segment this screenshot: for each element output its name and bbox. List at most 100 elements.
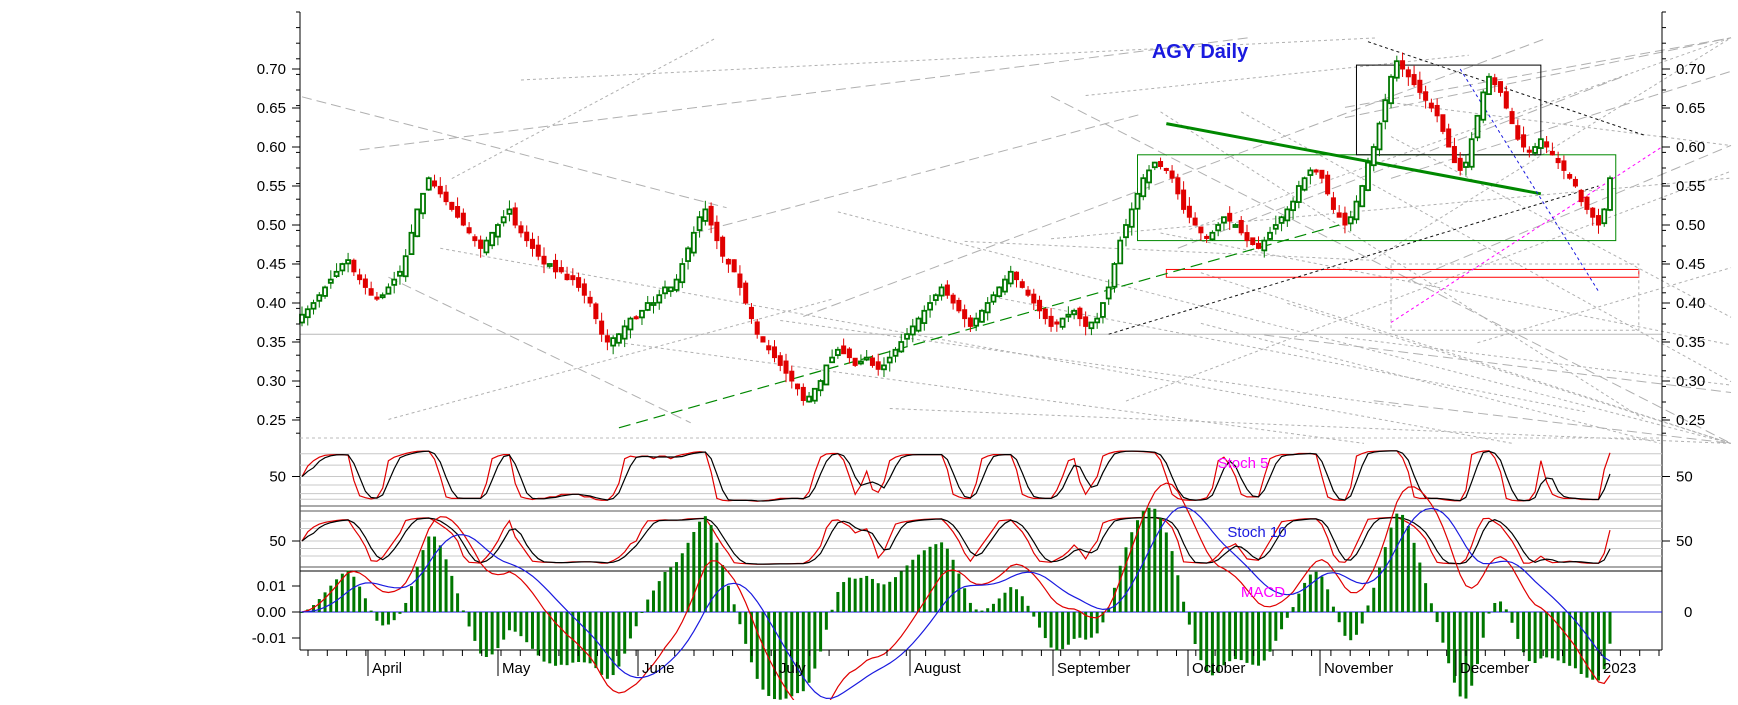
macd-histogram-bar [853, 578, 857, 612]
macd-histogram-bar [1354, 612, 1358, 635]
macd-histogram-bar [404, 602, 408, 612]
macd-histogram-bar [1510, 612, 1514, 623]
macd-histogram-bar [847, 577, 851, 612]
candle-body [1411, 74, 1417, 86]
candle-body [1509, 111, 1515, 125]
macd-histogram-bar [1251, 612, 1255, 665]
candle-body [962, 309, 968, 320]
candle-body [1013, 271, 1020, 281]
candle-body [1359, 185, 1366, 208]
macd-histogram-bar [398, 612, 402, 614]
fan-line [837, 211, 1732, 444]
candle-body [990, 294, 997, 303]
candle-body [1370, 146, 1377, 167]
macd-histogram-bar [1164, 532, 1168, 612]
macd-histogram-bar [444, 559, 448, 612]
candle-body [708, 205, 714, 226]
candle-body [570, 275, 576, 281]
fan-line [520, 37, 1378, 81]
price-tick-label-left: 0.45 [257, 256, 286, 273]
candle-body [1405, 69, 1411, 78]
price-tick-label-left: 0.35 [257, 334, 286, 351]
macd-histogram-bar [409, 586, 413, 612]
fan-line [964, 240, 1374, 261]
macd-histogram-bar [507, 612, 511, 631]
macd-histogram-bar [628, 612, 632, 639]
candle-body [996, 286, 1003, 298]
candle-body [1342, 212, 1348, 226]
candle-body [1400, 60, 1406, 70]
macd-histogram-bar [1222, 612, 1226, 666]
candle-body [1117, 239, 1124, 265]
candle-body [702, 208, 709, 222]
candle-body [1440, 114, 1446, 132]
candle-body [1232, 224, 1239, 228]
candle-body [1480, 91, 1487, 121]
macd-tick-label: 0.00 [257, 604, 286, 621]
macd-histogram-bar [819, 612, 823, 652]
macd-histogram-bar [1210, 612, 1214, 676]
macd-histogram-bar [1314, 571, 1318, 612]
macd-histogram-bar [778, 612, 782, 700]
candle-body [1521, 134, 1527, 148]
candle-body [368, 288, 374, 296]
macd-histogram-bar [1562, 612, 1566, 664]
candle-body [690, 231, 697, 254]
stoch-tick-right: 50 [1676, 469, 1693, 486]
candle-body [662, 286, 668, 295]
macd-histogram-bar [888, 581, 892, 612]
candle-body [443, 191, 449, 203]
macd-histogram-bar [1274, 612, 1278, 641]
macd-histogram-bar [1539, 612, 1543, 659]
stoch5-label: Stoch 5 [1218, 455, 1269, 472]
macd-histogram-bar [542, 612, 546, 662]
macd-histogram-bar [323, 592, 327, 612]
candle-body [466, 227, 472, 234]
candle-body [1595, 215, 1601, 226]
candle-body [795, 383, 801, 390]
price-tick-label-right: 0.70 [1676, 61, 1705, 78]
macd-histogram-bar [657, 581, 661, 612]
macd-histogram-bar [565, 612, 569, 666]
candle-body [771, 346, 778, 359]
macd-histogram-bar [651, 590, 655, 612]
candle-body [1105, 286, 1112, 300]
macd-histogram-bar [1337, 612, 1341, 623]
macd-histogram-bar [1015, 589, 1019, 612]
candle-body [1463, 161, 1469, 168]
price-tick-label-right: 0.40 [1676, 295, 1705, 312]
macd-histogram-bar [1130, 532, 1134, 612]
candle-body [1054, 321, 1060, 325]
candle-body [938, 286, 945, 297]
candle-body [518, 225, 524, 234]
candle-body [385, 286, 392, 295]
macd-histogram-bar [467, 612, 471, 627]
fan-line [1200, 272, 1732, 444]
candle-body [927, 302, 933, 311]
macd-histogram-bar [1055, 612, 1059, 651]
fan-line [1264, 334, 1732, 393]
macd-histogram-bar [796, 612, 800, 694]
macd-tick-label: -0.01 [252, 630, 286, 647]
month-label: July [779, 660, 806, 677]
macd-histogram-bar [646, 599, 650, 612]
candle-body [1336, 212, 1342, 218]
macd-histogram-bar [640, 612, 644, 613]
candle-body [984, 302, 991, 314]
candle-body [1025, 289, 1031, 296]
macd-histogram-bar [709, 525, 713, 612]
candle-body [1215, 224, 1222, 232]
top-box [1355, 64, 1542, 156]
macd-histogram-bar [675, 562, 679, 612]
macd-histogram-bar [899, 571, 903, 612]
candle-body [915, 317, 922, 332]
candle-body [1151, 161, 1158, 169]
candle-body [351, 259, 357, 273]
macd-histogram-bar [1573, 612, 1577, 669]
macd-histogram-bar [663, 572, 667, 612]
candle-body [932, 294, 939, 301]
falling-resistance [1166, 122, 1542, 196]
macd-histogram-bar [1136, 520, 1140, 612]
fan-line [803, 37, 1548, 317]
fan-line [693, 114, 1140, 234]
